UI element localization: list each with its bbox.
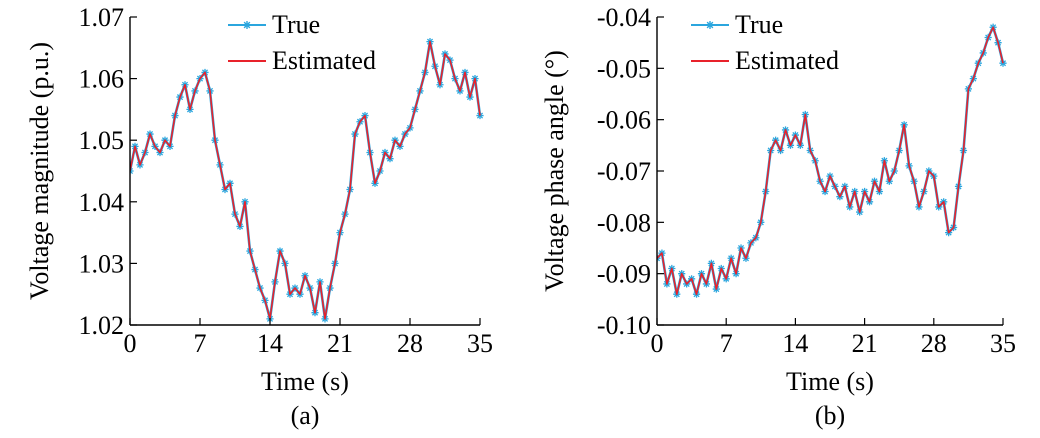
legend: True Estimated — [691, 10, 839, 75]
y-tick-label: -0.10 — [597, 311, 651, 340]
y-tick-label: 1.07 — [79, 3, 125, 32]
y-axis-title: Voltage phase angle (°) — [540, 50, 569, 292]
y-tick-label: -0.07 — [597, 157, 651, 186]
x-axis-title: Time (s) — [261, 367, 349, 396]
x-tick-label: 28 — [921, 329, 947, 358]
plot-area — [657, 23, 1007, 298]
x-tick-label: 0 — [124, 329, 137, 358]
x-tick-label: 7 — [194, 329, 207, 358]
legend-label-estimated: Estimated — [272, 46, 376, 75]
legend-marker-true — [706, 21, 714, 29]
x-tick-label: 21 — [852, 329, 878, 358]
x-tick-label: 7 — [720, 329, 733, 358]
x-tick-label: 14 — [257, 329, 283, 358]
x-tick-label: 35 — [467, 329, 493, 358]
legend-marker-true — [243, 21, 251, 29]
chart-panel-a: 0 7 14 21 28 35 1.02 1.03 1.04 1.05 1.06 1.07 Time (… — [25, 3, 493, 430]
y-axis-title: Voltage magnitude (p.u.) — [25, 42, 54, 300]
y-tick-label: 1.03 — [79, 249, 125, 278]
series-line-estimated — [657, 26, 1004, 296]
y-tick-label: 1.05 — [79, 126, 125, 155]
x-tick-label: 35 — [990, 329, 1016, 358]
y-tick-label: -0.05 — [597, 54, 651, 83]
chart-panel-b: 0 7 14 21 28 35 -0.10 -0.09 -0.08 -0.07 -0.06 -0.05… — [540, 3, 1016, 430]
plot-area — [130, 38, 484, 323]
legend-label-true: True — [272, 10, 320, 39]
legend: True Estimated — [228, 10, 376, 75]
y-tick-label: 1.06 — [79, 65, 125, 94]
x-axis-title: Time (s) — [786, 367, 874, 396]
y-tick-label: -0.09 — [597, 260, 651, 289]
y-tick-label: -0.04 — [597, 3, 651, 32]
legend-label-estimated: Estimated — [735, 46, 839, 75]
x-tick-label: 14 — [782, 329, 808, 358]
panel-label: (b) — [815, 401, 845, 430]
y-tick-label: -0.08 — [597, 208, 651, 237]
x-tick-label: 28 — [397, 329, 423, 358]
y-tick-label: -0.06 — [597, 106, 651, 135]
legend-label-true: True — [735, 10, 783, 39]
y-tick-label: 1.02 — [79, 311, 125, 340]
panel-label: (a) — [291, 401, 320, 430]
x-tick-label: 0 — [651, 329, 664, 358]
y-tick-label: 1.04 — [79, 188, 125, 217]
series-line-estimated — [130, 40, 481, 320]
x-tick-label: 21 — [327, 329, 353, 358]
